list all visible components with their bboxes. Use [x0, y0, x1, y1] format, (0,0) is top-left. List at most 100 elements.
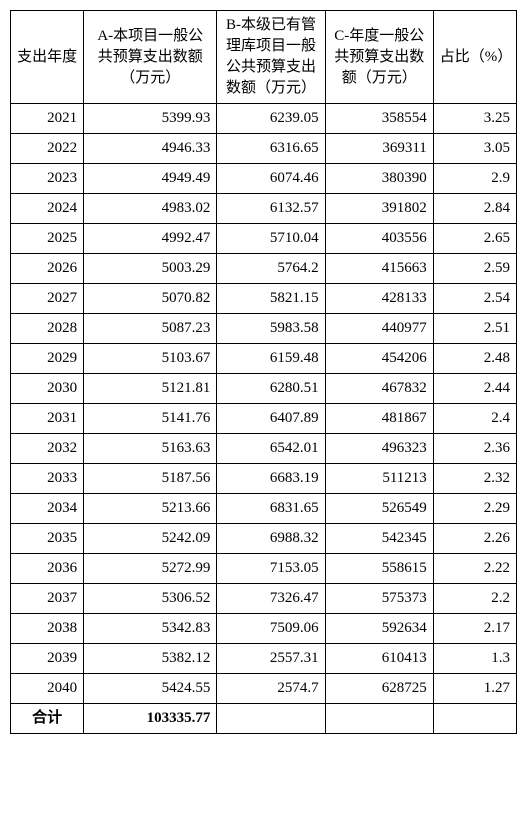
table-row: 20254992.475710.044035562.65	[11, 224, 517, 254]
cell-b: 2574.7	[217, 674, 325, 704]
footer-label: 合计	[11, 704, 84, 734]
cell-c: 592634	[325, 614, 433, 644]
cell-a: 5306.52	[84, 584, 217, 614]
cell-b: 6683.19	[217, 464, 325, 494]
cell-pct: 2.36	[433, 434, 516, 464]
cell-b: 2557.31	[217, 644, 325, 674]
cell-b: 5764.2	[217, 254, 325, 284]
table-row: 20315141.766407.894818672.4	[11, 404, 517, 434]
cell-a: 5087.23	[84, 314, 217, 344]
cell-b: 7153.05	[217, 554, 325, 584]
cell-year: 2032	[11, 434, 84, 464]
cell-b: 5821.15	[217, 284, 325, 314]
cell-c: 467832	[325, 374, 433, 404]
cell-year: 2027	[11, 284, 84, 314]
header-pct: 占比（%）	[433, 11, 516, 104]
table-row: 20365272.997153.055586152.22	[11, 554, 517, 584]
cell-c: 610413	[325, 644, 433, 674]
cell-a: 5272.99	[84, 554, 217, 584]
table-row: 20355242.096988.325423452.26	[11, 524, 517, 554]
cell-pct: 2.4	[433, 404, 516, 434]
cell-a: 5121.81	[84, 374, 217, 404]
cell-year: 2023	[11, 164, 84, 194]
cell-year: 2026	[11, 254, 84, 284]
cell-pct: 2.84	[433, 194, 516, 224]
cell-a: 4949.49	[84, 164, 217, 194]
cell-c: 454206	[325, 344, 433, 374]
table-body: 20215399.936239.053585543.2520224946.336…	[11, 104, 517, 704]
footer-total-b	[217, 704, 325, 734]
cell-c: 481867	[325, 404, 433, 434]
table-row: 20215399.936239.053585543.25	[11, 104, 517, 134]
footer-total-pct	[433, 704, 516, 734]
cell-c: 542345	[325, 524, 433, 554]
cell-c: 380390	[325, 164, 433, 194]
cell-b: 6316.65	[217, 134, 325, 164]
table-header: 支出年度 A-本项目一般公共预算支出数额（万元） B-本级已有管理库项目一般公共…	[11, 11, 517, 104]
cell-c: 628725	[325, 674, 433, 704]
cell-c: 403556	[325, 224, 433, 254]
cell-a: 5070.82	[84, 284, 217, 314]
cell-year: 2040	[11, 674, 84, 704]
table-row: 20335187.566683.195112132.32	[11, 464, 517, 494]
table-row: 20275070.825821.154281332.54	[11, 284, 517, 314]
cell-a: 5399.93	[84, 104, 217, 134]
cell-a: 5187.56	[84, 464, 217, 494]
cell-pct: 2.32	[433, 464, 516, 494]
cell-a: 5163.63	[84, 434, 217, 464]
cell-pct: 2.59	[433, 254, 516, 284]
cell-pct: 2.65	[433, 224, 516, 254]
cell-year: 2033	[11, 464, 84, 494]
cell-b: 7509.06	[217, 614, 325, 644]
cell-year: 2035	[11, 524, 84, 554]
header-col-b: B-本级已有管理库项目一般公共预算支出数额（万元）	[217, 11, 325, 104]
cell-c: 428133	[325, 284, 433, 314]
header-col-c: C-年度一般公共预算支出数额（万元）	[325, 11, 433, 104]
table-row: 20345213.666831.655265492.29	[11, 494, 517, 524]
cell-year: 2038	[11, 614, 84, 644]
cell-year: 2021	[11, 104, 84, 134]
cell-c: 558615	[325, 554, 433, 584]
cell-pct: 2.44	[433, 374, 516, 404]
cell-pct: 2.17	[433, 614, 516, 644]
cell-c: 358554	[325, 104, 433, 134]
cell-c: 391802	[325, 194, 433, 224]
cell-b: 5983.58	[217, 314, 325, 344]
cell-a: 5103.67	[84, 344, 217, 374]
cell-a: 5382.12	[84, 644, 217, 674]
cell-a: 4992.47	[84, 224, 217, 254]
cell-pct: 1.3	[433, 644, 516, 674]
footer-total-a: 103335.77	[84, 704, 217, 734]
table-row: 20395382.122557.316104131.3	[11, 644, 517, 674]
cell-pct: 2.54	[433, 284, 516, 314]
cell-pct: 2.9	[433, 164, 516, 194]
table-footer: 合计 103335.77	[11, 704, 517, 734]
cell-b: 6239.05	[217, 104, 325, 134]
cell-a: 5141.76	[84, 404, 217, 434]
header-col-a: A-本项目一般公共预算支出数额（万元）	[84, 11, 217, 104]
cell-b: 6074.46	[217, 164, 325, 194]
cell-b: 6132.57	[217, 194, 325, 224]
cell-pct: 2.29	[433, 494, 516, 524]
cell-year: 2025	[11, 224, 84, 254]
cell-year: 2024	[11, 194, 84, 224]
cell-b: 7326.47	[217, 584, 325, 614]
cell-b: 6831.65	[217, 494, 325, 524]
table-row: 20244983.026132.573918022.84	[11, 194, 517, 224]
cell-b: 6280.51	[217, 374, 325, 404]
cell-year: 2029	[11, 344, 84, 374]
cell-year: 2022	[11, 134, 84, 164]
cell-a: 5342.83	[84, 614, 217, 644]
cell-c: 496323	[325, 434, 433, 464]
cell-c: 415663	[325, 254, 433, 284]
cell-a: 4946.33	[84, 134, 217, 164]
table-row: 20305121.816280.514678322.44	[11, 374, 517, 404]
table-row: 20295103.676159.484542062.48	[11, 344, 517, 374]
cell-year: 2030	[11, 374, 84, 404]
cell-pct: 2.22	[433, 554, 516, 584]
cell-pct: 1.27	[433, 674, 516, 704]
cell-b: 6542.01	[217, 434, 325, 464]
header-year: 支出年度	[11, 11, 84, 104]
cell-b: 6988.32	[217, 524, 325, 554]
table-row: 20405424.552574.76287251.27	[11, 674, 517, 704]
